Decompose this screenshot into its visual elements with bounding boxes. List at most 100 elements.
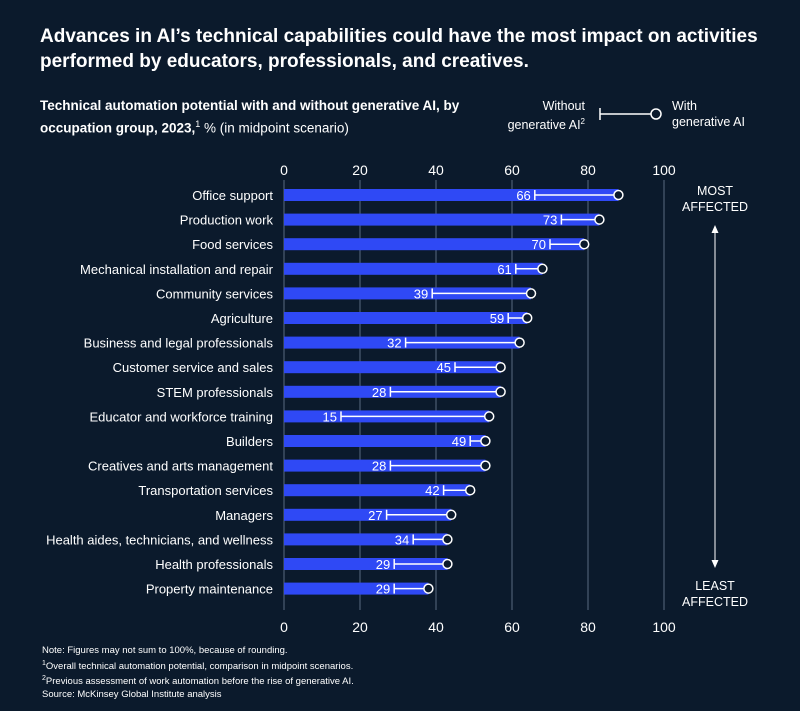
arrow-up-icon [711,225,719,233]
bar-with-genai [284,262,543,275]
marker-with [423,583,434,594]
marker-with [525,288,537,299]
headline: Advances in AI’s technical capabilities … [40,26,758,72]
category-label: Property maintenance [146,582,273,597]
x-tick-top-80: 80 [580,162,596,178]
legend-without-line1: Without [542,99,585,113]
legend-without-sup: 2 [580,117,585,126]
category-label: Educator and workforce training [89,409,273,424]
value-label-without: 29 [376,582,390,597]
legend: Without generative AI2 With generative A… [500,96,780,136]
annotation-least-line1: LEAST [695,579,735,593]
value-label-without: 49 [452,434,466,449]
bar-with-genai [284,558,448,570]
x-tick-top-0: 0 [280,162,288,178]
x-tick-bottom-60: 60 [504,619,520,635]
category-label: Health professionals [155,557,273,572]
category-label: Mechanical installation and repair [80,262,274,277]
legend-without-label: Without generative AI2 [508,98,585,133]
footnote-2-marker: 2 [42,675,46,683]
category-label: Office support [192,188,273,203]
category-label: Community services [156,286,274,301]
marker-with [445,509,457,521]
category-label: Managers [215,508,273,523]
marker-with [613,189,624,201]
bar-chart: 0 0 20 20 40 40 60 60 80 80 100 100 Office support 66… [46,162,748,635]
bar-with-genai [284,533,448,546]
marker-with [537,263,548,275]
bar-with-genai [284,336,520,349]
annotation-most-line1: MOST [697,184,733,198]
footnotes: Note: Figures may not sum to 100%, becau… [42,645,354,701]
footnote-1: 1Overall technical automation potential,… [42,658,354,674]
value-label-without: 66 [516,188,530,203]
value-label-without: 32 [387,336,401,351]
category-label: Business and legal professionals [84,336,274,351]
chart-subtitle: Technical automation potential with and … [40,96,500,138]
x-tick-top-100: 100 [652,162,676,178]
x-tick-bottom-20: 20 [352,619,368,635]
marker-with [495,386,506,398]
footnote-2-text: Previous assessment of work automation b… [45,676,354,688]
bar-with-genai [284,484,471,497]
legend-with-label: With generative AI [672,98,745,130]
category-label: Customer service and sales [113,360,274,375]
annotation-least-line2: AFFECTED [682,595,748,609]
footnote-1-text: Overall technical automation potential, … [45,660,354,672]
bar-with-genai [284,361,501,374]
marker-with [442,558,453,570]
value-label-without: 39 [414,286,428,301]
marker-with [578,238,590,250]
bar-with-genai [284,459,486,472]
category-label: Creatives and arts management [88,459,273,474]
bar-with-genai [284,435,486,447]
value-label-without: 27 [368,508,382,523]
value-label-without: 42 [425,483,439,498]
bar-with-genai [284,213,600,226]
marker-with [442,534,453,545]
category-label: Production work [180,213,274,228]
footnote-2: 2Previous assessment of work automation … [42,673,354,689]
subtitle-footnote-ref: 1 [195,119,201,129]
arrow-down-icon [711,560,719,568]
x-tick-top-60: 60 [504,162,520,178]
value-label-without: 15 [323,409,337,424]
category-label: Agriculture [211,311,273,326]
legend-with-line2: generative AI [672,115,745,129]
category-label: Transportation services [138,483,273,498]
marker-with [464,484,476,496]
value-label-without: 73 [543,213,557,228]
subtitle-bold: Technical automation potential with and … [40,98,460,136]
value-label-without: 29 [376,557,390,572]
category-label: STEM professionals [157,385,274,400]
legend-with-line1: With [672,99,697,113]
category-label: Health aides, technicians, and wellness [46,532,273,547]
marker-with [480,460,491,471]
subtitle-unit: % (in midpoint scenario) [200,120,349,136]
category-label: Food services [192,237,273,252]
bar-with-genai [284,508,452,521]
value-label-without: 34 [395,532,409,547]
value-label-without: 70 [532,237,546,252]
marker-with [483,411,495,422]
x-tick-bottom-100: 100 [652,619,676,635]
value-label-without: 28 [372,385,386,400]
marker-with [495,361,506,373]
x-tick-bottom-40: 40 [428,619,444,635]
note-rounding: Note: Figures may not sum to 100%, becau… [42,645,288,656]
x-tick-top-20: 20 [352,162,368,178]
footnote-1-marker: 1 [42,659,46,667]
value-label-without: 61 [497,262,511,277]
value-label-without: 59 [490,311,504,326]
x-tick-bottom-80: 80 [580,619,596,635]
marker-with [521,312,533,324]
bar-with-genai [284,582,429,595]
marker-with [480,435,491,447]
bar-with-genai [284,287,531,300]
marker-with [594,214,605,225]
value-label-without: 28 [372,459,386,474]
x-tick-top-40: 40 [428,162,444,178]
legend-without-line2: generative AI [507,118,581,133]
category-label: Builders [226,434,273,449]
bar-with-genai [284,312,528,324]
